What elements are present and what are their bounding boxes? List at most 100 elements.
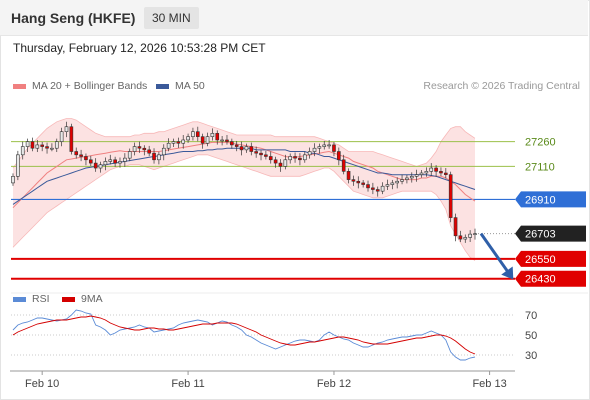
candle <box>16 154 20 177</box>
candle <box>11 176 15 184</box>
candle <box>254 151 258 154</box>
candle <box>195 131 200 137</box>
level-label-27260: 27260 <box>525 137 556 149</box>
instrument-title: Hang Seng (HKFE) <box>11 10 136 26</box>
candle <box>458 235 463 240</box>
candle <box>429 167 434 172</box>
candle <box>220 139 224 142</box>
candle <box>142 147 147 151</box>
legend-rsi-ma: 9MA <box>62 293 103 305</box>
x-tick-label: Feb 11 <box>171 378 204 390</box>
chart-header: Hang Seng (HKFE) 30 MIN <box>0 0 588 36</box>
candle <box>74 151 79 156</box>
candle <box>35 144 40 149</box>
forecast-arrow-shaft <box>479 232 513 278</box>
candle <box>215 133 220 141</box>
candle <box>312 147 317 152</box>
candle <box>453 217 458 237</box>
candle <box>380 185 385 192</box>
candle <box>307 151 312 156</box>
candle <box>259 152 263 156</box>
x-tick-label: Feb 12 <box>317 378 351 390</box>
level-tag-26550 <box>515 250 586 267</box>
timeframe-badge[interactable]: 30 MIN <box>144 7 199 29</box>
candle <box>375 189 380 192</box>
candle <box>98 164 103 169</box>
candle <box>20 146 25 156</box>
research-credit: Research © 2026 Trading Central <box>423 80 580 92</box>
candle <box>200 136 205 144</box>
candle <box>137 146 142 149</box>
candle <box>118 161 122 164</box>
candle <box>283 159 288 167</box>
candle <box>366 184 370 189</box>
candle <box>89 159 93 164</box>
legend-rsi-label: RSI <box>32 293 50 305</box>
legend-ma50-swatch <box>156 83 169 89</box>
candle <box>230 141 234 146</box>
candle <box>409 176 414 179</box>
candle <box>113 159 117 164</box>
level-tag-26910 <box>515 191 586 208</box>
candle <box>356 180 361 184</box>
candle <box>322 144 327 147</box>
candle <box>332 144 336 152</box>
candle <box>424 171 429 174</box>
forecast-arrow-head <box>501 266 514 280</box>
candle <box>127 151 132 159</box>
x-tick-label: Feb 13 <box>472 378 506 390</box>
candle <box>473 233 477 235</box>
candle <box>225 139 229 142</box>
legend-ma20: MA 20 + Bollinger Bands <box>13 80 147 92</box>
candle <box>385 184 390 187</box>
candle <box>293 156 297 159</box>
candle <box>414 174 419 177</box>
bollinger-lower-line <box>12 154 476 261</box>
candle <box>273 159 278 164</box>
candle <box>268 156 273 161</box>
x-tick-label: Feb 10 <box>25 378 59 390</box>
candle <box>278 162 283 167</box>
candle <box>108 159 113 162</box>
candle <box>50 147 54 150</box>
chart-datetime: Thursday, February 12, 2026 10:53:28 PM … <box>13 41 266 55</box>
candle <box>171 141 176 144</box>
candle <box>64 126 69 132</box>
candle <box>351 179 356 182</box>
candle <box>234 144 239 147</box>
candle <box>390 182 395 185</box>
level-tag-26430 <box>515 270 586 287</box>
candle <box>288 156 293 161</box>
candle <box>54 141 59 149</box>
rsi-tick-30: 30 <box>525 350 537 362</box>
legend-rsi: RSI <box>13 293 50 305</box>
candle <box>327 144 331 147</box>
candle <box>210 133 215 137</box>
candle <box>405 177 409 180</box>
candle <box>434 167 438 172</box>
candle <box>152 152 156 161</box>
level-label-26550: 26550 <box>525 254 556 266</box>
legend-ma50: MA 50 <box>156 80 205 92</box>
candle <box>176 141 181 144</box>
candle <box>30 141 35 149</box>
legend-ma20-swatch <box>13 83 26 89</box>
candle <box>341 159 346 172</box>
candle <box>205 136 210 144</box>
candle <box>264 154 268 157</box>
candle <box>84 156 88 161</box>
rsi-line <box>12 309 476 361</box>
candle <box>448 174 453 218</box>
rsi-tick-70: 70 <box>525 310 537 322</box>
candle <box>444 172 448 175</box>
candle <box>419 172 424 175</box>
candle <box>93 162 98 169</box>
ma20-line <box>12 141 476 209</box>
candle <box>298 157 302 161</box>
candle <box>186 136 190 141</box>
candle <box>317 146 322 149</box>
level-label-26910: 26910 <box>525 194 556 206</box>
legend-rsi-swatch <box>13 296 26 302</box>
candle <box>191 131 195 137</box>
